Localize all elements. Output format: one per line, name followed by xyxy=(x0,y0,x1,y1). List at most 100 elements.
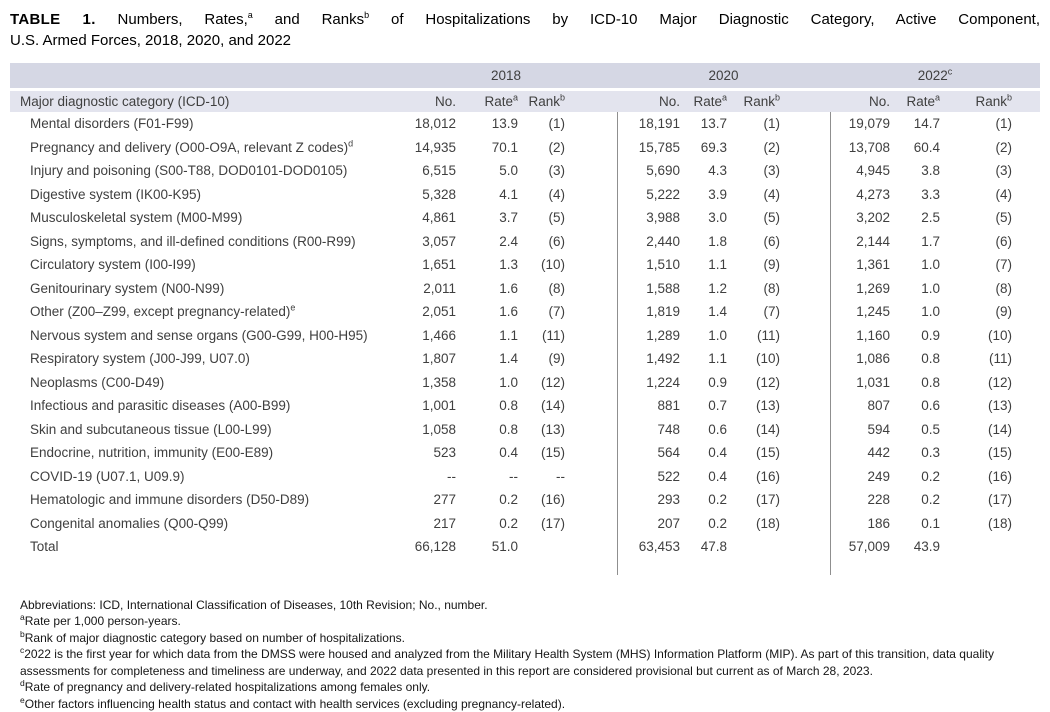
cell-rank-2020: (6) xyxy=(727,230,830,254)
cell-category: Mental disorders (F01-F99) xyxy=(10,112,395,136)
cell-rank-2022: (14) xyxy=(940,418,1040,442)
column-header-row: Major diagnostic category (ICD-10) No. R… xyxy=(10,91,1040,112)
cell-rate-2022: 1.0 xyxy=(890,277,940,301)
cell-rate-2020: 1.8 xyxy=(680,230,727,254)
column-header-rank-2020: Rankb xyxy=(727,91,830,112)
cell-rank-2020: (4) xyxy=(727,183,830,207)
cell-category: Other (Z00–Z99, except pregnancy-related… xyxy=(10,300,395,324)
cell-no-2020: 293 xyxy=(617,488,680,512)
cell-rate-2022: 0.2 xyxy=(890,465,940,489)
cell-rank-2020: (11) xyxy=(727,324,830,348)
cell-no-2022: 2,144 xyxy=(830,230,890,254)
cell-rate-2018: 0.8 xyxy=(456,394,518,418)
cell-rank-2020: (10) xyxy=(727,347,830,371)
cell-rate-2020: 1.0 xyxy=(680,324,727,348)
cell-no-2018: 5,328 xyxy=(395,183,456,207)
cell-no-2018: 66,128 xyxy=(395,535,456,559)
footnote-line: aRate per 1,000 person-years. xyxy=(20,613,1050,630)
cell-no-2018: 1,807 xyxy=(395,347,456,371)
cell-no-2022: 19,079 xyxy=(830,112,890,136)
cell-no-2022: 442 xyxy=(830,441,890,465)
title-segment-2: and Ranks xyxy=(275,11,364,28)
cell-rank-2020: (14) xyxy=(727,418,830,442)
cell-no-2018: 1,651 xyxy=(395,253,456,277)
cell-rate-2020: 0.2 xyxy=(680,488,727,512)
cell-rank-2018: (13) xyxy=(518,418,617,442)
title-superscript-a: a xyxy=(248,10,253,20)
cell-rate-2022: 0.8 xyxy=(890,371,940,395)
cell-no-2018: 3,057 xyxy=(395,230,456,254)
cell-rank-2018: (5) xyxy=(518,206,617,230)
cell-rate-2022: 60.4 xyxy=(890,136,940,160)
column-header-no-2020: No. xyxy=(617,91,680,112)
cell-no-2022: 3,202 xyxy=(830,206,890,230)
cell-rank-2018: (16) xyxy=(518,488,617,512)
cell-rate-2020: 47.8 xyxy=(680,535,727,559)
column-header-category: Major diagnostic category (ICD-10) xyxy=(10,91,395,112)
footnotes: Abbreviations: ICD, International Classi… xyxy=(20,597,1050,712)
cell-rank-2018: (10) xyxy=(518,253,617,277)
footnote-superscript: b xyxy=(20,629,25,639)
cell-rate-2020: 3.0 xyxy=(680,206,727,230)
column-header-no-2018: No. xyxy=(395,91,456,112)
footnote-superscript: c xyxy=(20,645,24,655)
cell-rate-2018: 3.7 xyxy=(456,206,518,230)
cell-rate-2020: 0.4 xyxy=(680,465,727,489)
cell-category: Signs, symptoms, and ill-defined conditi… xyxy=(10,230,395,254)
table-row: Endocrine, nutrition, immunity (E00-E89)… xyxy=(10,441,1040,465)
footnote-superscript: e xyxy=(20,695,25,705)
cell-rank-2022 xyxy=(940,535,1040,559)
cell-rate-2018: 4.1 xyxy=(456,183,518,207)
cell-no-2020: 1,588 xyxy=(617,277,680,301)
cell-category: Pregnancy and delivery (O00-O9A, relevan… xyxy=(10,136,395,160)
cell-no-2020: 207 xyxy=(617,512,680,536)
cell-rate-2018: 0.4 xyxy=(456,441,518,465)
cell-rate-2018: 1.6 xyxy=(456,300,518,324)
cell-no-2018: 277 xyxy=(395,488,456,512)
cell-rate-2018: 5.0 xyxy=(456,159,518,183)
cell-category: Total xyxy=(10,535,395,559)
cell-rate-2022: 1.0 xyxy=(890,300,940,324)
cell-rate-2022: 0.9 xyxy=(890,324,940,348)
cell-rate-2022: 0.2 xyxy=(890,488,940,512)
cell-rate-2022: 0.1 xyxy=(890,512,940,536)
cell-rank-2020: (15) xyxy=(727,441,830,465)
cell-category: Neoplasms (C00-D49) xyxy=(10,371,395,395)
cell-no-2018: 1,001 xyxy=(395,394,456,418)
cell-no-2020: 63,453 xyxy=(617,535,680,559)
column-header-rate-2018: Ratea xyxy=(456,91,518,112)
cell-no-2022: 186 xyxy=(830,512,890,536)
footnote-line: Abbreviations: ICD, International Classi… xyxy=(20,597,1050,614)
cell-rank-2020: (18) xyxy=(727,512,830,536)
cell-rate-2018: 1.6 xyxy=(456,277,518,301)
cell-rank-2020: (2) xyxy=(727,136,830,160)
cell-rate-2022: 0.8 xyxy=(890,347,940,371)
cell-no-2018: 1,466 xyxy=(395,324,456,348)
cell-rank-2018: (4) xyxy=(518,183,617,207)
table-row: Injury and poisoning (S00-T88, DOD0101-D… xyxy=(10,159,1040,183)
cell-rate-2022: 14.7 xyxy=(890,112,940,136)
cell-rank-2022: (11) xyxy=(940,347,1040,371)
table-title-line1: TABLE 1. Numbers, Rates,a and Ranksb of … xyxy=(10,9,1040,30)
table-title: TABLE 1. Numbers, Rates,a and Ranksb of … xyxy=(10,9,1040,51)
hospitalizations-table: 2018 2020 2022c Major diagnostic categor… xyxy=(10,63,1040,575)
cell-rate-2020: 0.4 xyxy=(680,441,727,465)
table-number-label: TABLE 1. xyxy=(10,11,96,28)
cell-rate-2022: 0.3 xyxy=(890,441,940,465)
cell-rank-2022: (10) xyxy=(940,324,1040,348)
cell-no-2018: 2,011 xyxy=(395,277,456,301)
category-superscript: d xyxy=(348,138,353,148)
cell-rank-2018: -- xyxy=(518,465,617,489)
cell-rate-2022: 0.6 xyxy=(890,394,940,418)
cell-no-2018: 18,012 xyxy=(395,112,456,136)
cell-rank-2018: (2) xyxy=(518,136,617,160)
cell-no-2022: 1,086 xyxy=(830,347,890,371)
table-row: Skin and subcutaneous tissue (L00-L99)1,… xyxy=(10,418,1040,442)
cell-rank-2022: (12) xyxy=(940,371,1040,395)
divider-extension-row xyxy=(10,559,1040,575)
footnote-line: bRank of major diagnostic category based… xyxy=(20,630,1050,647)
cell-rank-2022: (5) xyxy=(940,206,1040,230)
column-header-rank-2018: Rankb xyxy=(518,91,617,112)
